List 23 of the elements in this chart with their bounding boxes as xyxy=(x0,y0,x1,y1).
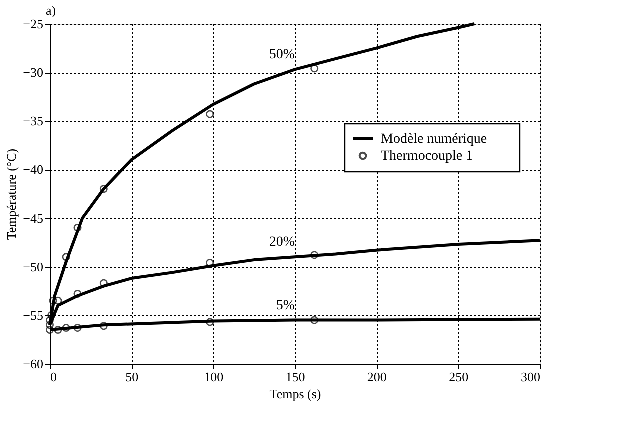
y-axis-title: Température (°C) xyxy=(4,148,20,240)
x-tick-label: 0 xyxy=(50,370,57,384)
x-tick-label: 150 xyxy=(286,370,306,384)
annotation: 50% xyxy=(269,48,296,63)
y-tick-label: −25 xyxy=(23,16,44,32)
y-tick-label: −60 xyxy=(23,356,44,372)
y-tick-label: −35 xyxy=(23,114,44,129)
y-tick-label: −45 xyxy=(23,210,44,226)
y-tick-label: −40 xyxy=(23,162,44,178)
annotation: 5% xyxy=(276,298,296,314)
x-tick-label: 100 xyxy=(204,370,224,384)
x-tick-label: 300 xyxy=(521,370,540,384)
y-tick-label: −30 xyxy=(23,65,44,80)
y-tick-label: −55 xyxy=(23,308,44,323)
x-tick-label: 200 xyxy=(367,370,387,384)
x-tick-label: 50 xyxy=(126,370,139,384)
legend-label: Modèle numérique xyxy=(381,132,488,147)
y-tick-label: −50 xyxy=(23,259,44,274)
text: a) xyxy=(46,3,56,18)
legend-label: Thermocouple 1 xyxy=(381,149,474,164)
x-tick-label: 250 xyxy=(449,370,469,384)
annotation: 20% xyxy=(269,235,296,250)
x-axis-title: Temps (s) xyxy=(270,386,322,402)
